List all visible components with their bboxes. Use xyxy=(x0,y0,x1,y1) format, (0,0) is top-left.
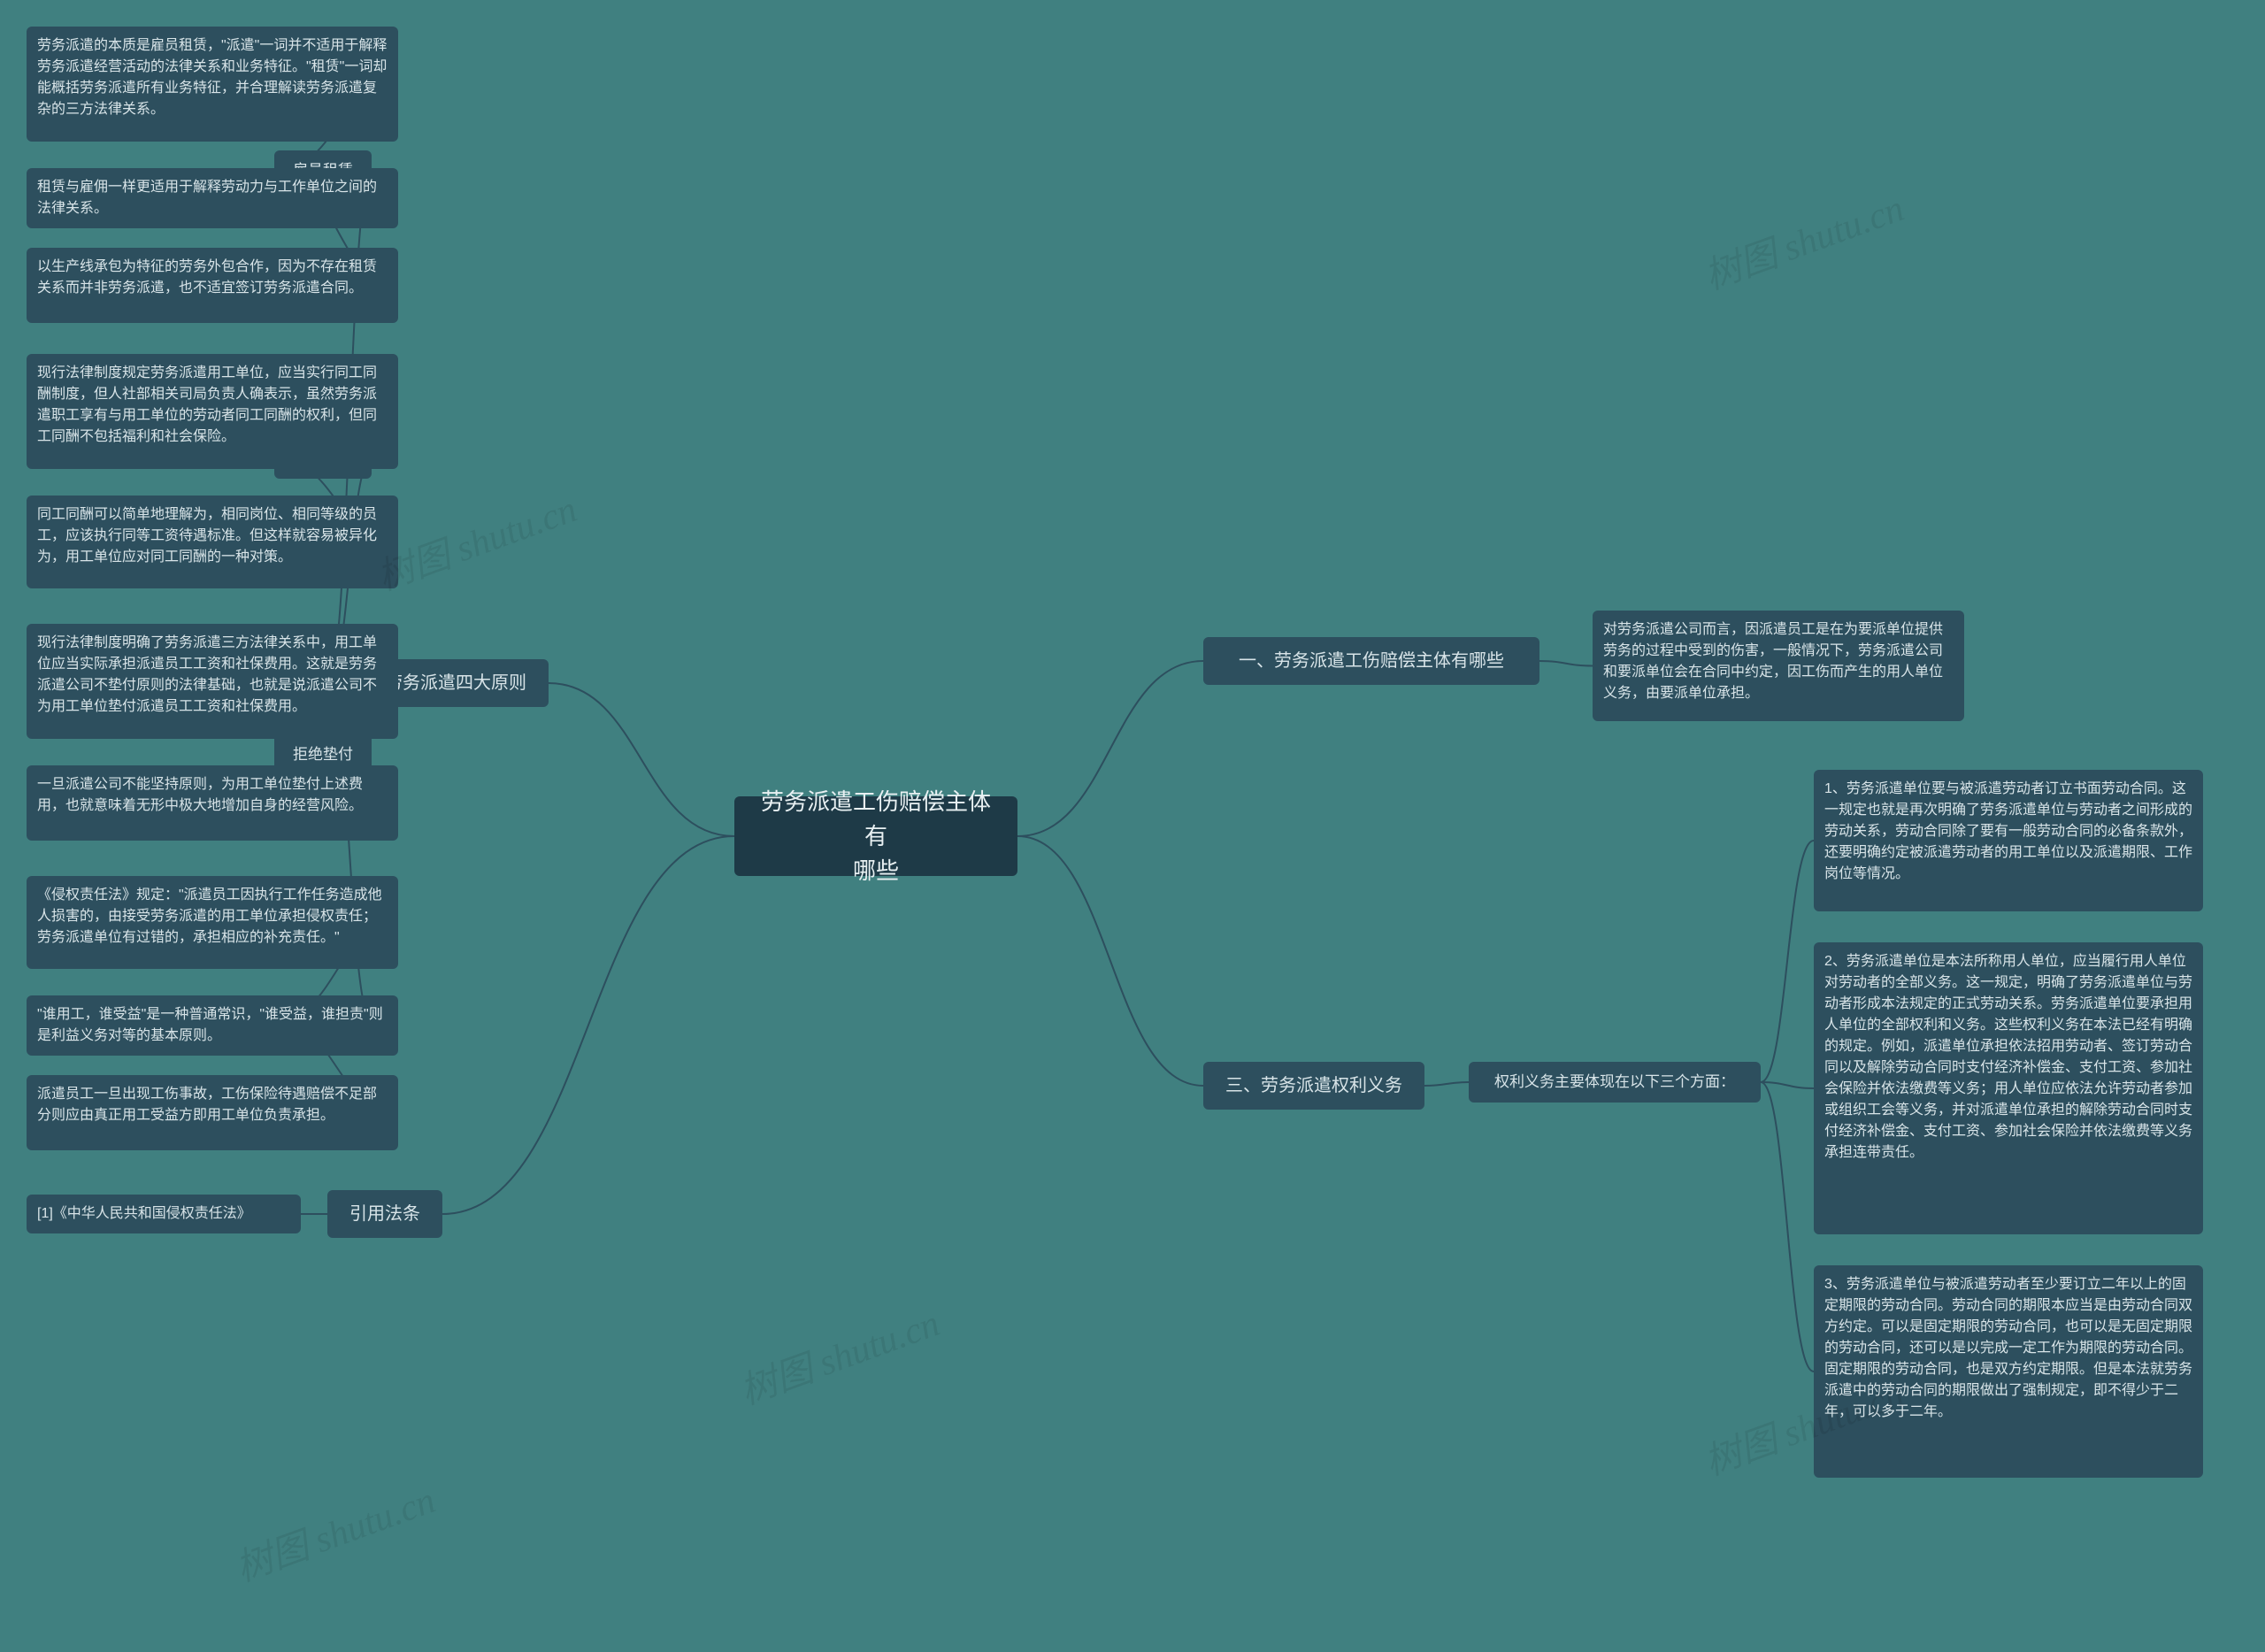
mindmap-node-l_s3a_1[interactable]: 1、劳务派遣单位要与被派遣劳动者订立书面劳动合同。这一规定也就是再次明确了劳务派… xyxy=(1814,770,2203,911)
edge-s3a-l_s3a_1 xyxy=(1761,841,1814,1082)
mindmap-node-b1[interactable]: 一、劳务派遣工伤赔偿主体有哪些 xyxy=(1203,637,1539,685)
mindmap-node-l_s2b_1[interactable]: 现行法律制度规定劳务派遣用工单位，应当实行同工同酬制度，但人社部相关司局负责人确… xyxy=(27,354,398,469)
edge-b1-l_b1_1 xyxy=(1539,661,1593,666)
mindmap-node-l_b4_1[interactable]: [1]《中华人民共和国侵权责任法》 xyxy=(27,1195,301,1233)
mindmap-node-b4[interactable]: 引用法条 xyxy=(327,1190,442,1238)
edge-b3-s3a xyxy=(1424,1082,1469,1086)
edge-s3a-l_s3a_2 xyxy=(1761,1082,1814,1088)
mindmap-node-l_s2c_2[interactable]: 一旦派遣公司不能坚持原则，为用工单位垫付上述费用，也就意味着无形中极大地增加自身… xyxy=(27,765,398,841)
edge-c0-b4 xyxy=(442,836,734,1214)
mindmap-node-l_s2c_1[interactable]: 现行法律制度明确了劳务派遣三方法律关系中，用工单位应当实际承担派遣员工工资和社保… xyxy=(27,624,398,739)
watermark: 树图 shutu.cn xyxy=(227,1471,441,1593)
watermark: 树图 shutu.cn xyxy=(732,1294,946,1416)
edge-c0-b1 xyxy=(1017,661,1203,836)
mindmap-node-l_s3a_2[interactable]: 2、劳务派遣单位是本法所称用人单位，应当履行用人单位对劳动者的全部义务。这一规定… xyxy=(1814,942,2203,1234)
mindmap-node-l_s2a_1[interactable]: 劳务派遣的本质是雇员租赁，"派遣"一词并不适用于解释劳务派遣经营活动的法律关系和… xyxy=(27,27,398,142)
mindmap-center[interactable]: 劳务派遣工伤赔偿主体有哪些 xyxy=(734,796,1017,876)
mindmap-node-l_s2b_2[interactable]: 同工同酬可以简单地理解为，相同岗位、相同等级的员工，应该执行同等工资待遇标准。但… xyxy=(27,496,398,588)
edge-c0-b2 xyxy=(549,683,734,836)
mindmap-node-b3[interactable]: 三、劳务派遣权利义务 xyxy=(1203,1062,1424,1110)
watermark: 树图 shutu.cn xyxy=(1696,179,1910,301)
mindmap-node-l_s2d_3[interactable]: 派遣员工一旦出现工伤事故，工伤保险待遇赔偿不足部分则应由真正用工受益方即用工单位… xyxy=(27,1075,398,1150)
edge-s3a-l_s3a_3 xyxy=(1761,1082,1814,1372)
mindmap-node-l_s3a_3[interactable]: 3、劳务派遣单位与被派遣劳动者至少要订立二年以上的固定期限的劳动合同。劳动合同的… xyxy=(1814,1265,2203,1478)
mindmap-node-l_s2d_2[interactable]: "谁用工，谁受益"是一种普通常识，"谁受益，谁担责"则是利益义务对等的基本原则。 xyxy=(27,995,398,1056)
mindmap-node-l_s2a_2[interactable]: 租赁与雇佣一样更适用于解释劳动力与工作单位之间的法律关系。 xyxy=(27,168,398,228)
watermark: 树图 shutu.cn xyxy=(369,480,583,602)
mindmap-node-l_b1_1[interactable]: 对劳务派遣公司而言，因派遣员工是在为要派单位提供劳务的过程中受到的伤害，一般情况… xyxy=(1593,611,1964,721)
mindmap-node-l_s2d_1[interactable]: 《侵权责任法》规定："派遣员工因执行工作任务造成他人损害的，由接受劳务派遣的用工… xyxy=(27,876,398,969)
mindmap-node-l_s2a_3[interactable]: 以生产线承包为特征的劳务外包合作，因为不存在租赁关系而并非劳务派遣，也不适宜签订… xyxy=(27,248,398,323)
edge-c0-b3 xyxy=(1017,836,1203,1086)
mindmap-node-s3a[interactable]: 权利义务主要体现在以下三个方面： xyxy=(1469,1062,1761,1103)
